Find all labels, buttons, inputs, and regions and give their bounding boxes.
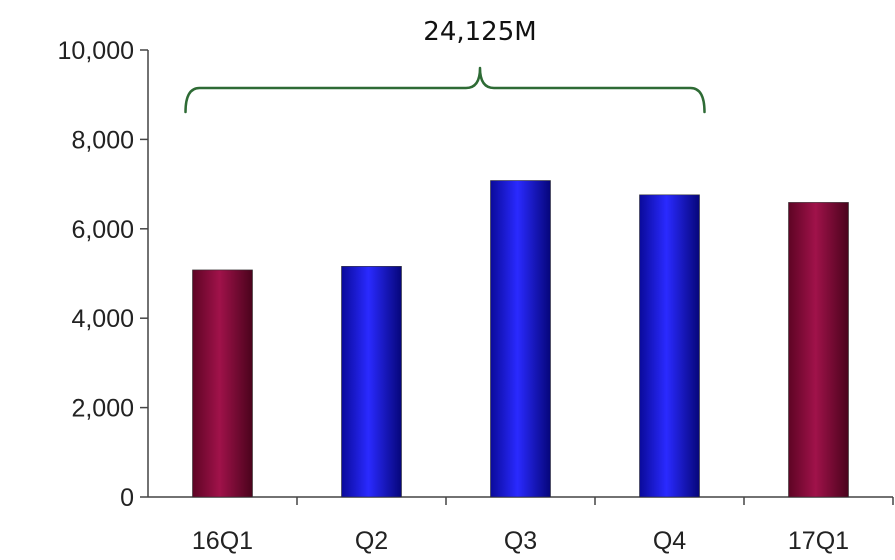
x-category-label: 17Q1	[788, 527, 849, 555]
bar-16q1	[192, 269, 253, 498]
bar-q2	[341, 266, 402, 498]
y-tick-label: 8,000	[71, 126, 134, 154]
y-tick-label: 0	[120, 484, 134, 512]
annotation: 24,125M	[184, 17, 706, 114]
bar-q3	[490, 180, 551, 498]
y-tick-label: 6,000	[71, 216, 134, 244]
bar-17q1	[788, 202, 849, 498]
y-tick-label: 4,000	[71, 305, 134, 333]
annotation-brace	[184, 66, 706, 114]
x-category-label: Q3	[504, 527, 537, 555]
y-tick-label: 2,000	[71, 395, 134, 423]
x-category-label: Q4	[653, 527, 686, 555]
x-category-label: Q2	[355, 527, 388, 555]
axis-labels: 0 2,000 4,000 6,000 8,000 10,000 16Q1 Q2 Q3 Q4 17Q…	[58, 37, 850, 555]
y-tick-label: 10,000	[58, 37, 134, 65]
bar-q4	[639, 194, 700, 498]
bars	[192, 180, 849, 498]
annotation-label: 24,125M	[423, 17, 536, 47]
x-category-label: 16Q1	[192, 527, 253, 555]
